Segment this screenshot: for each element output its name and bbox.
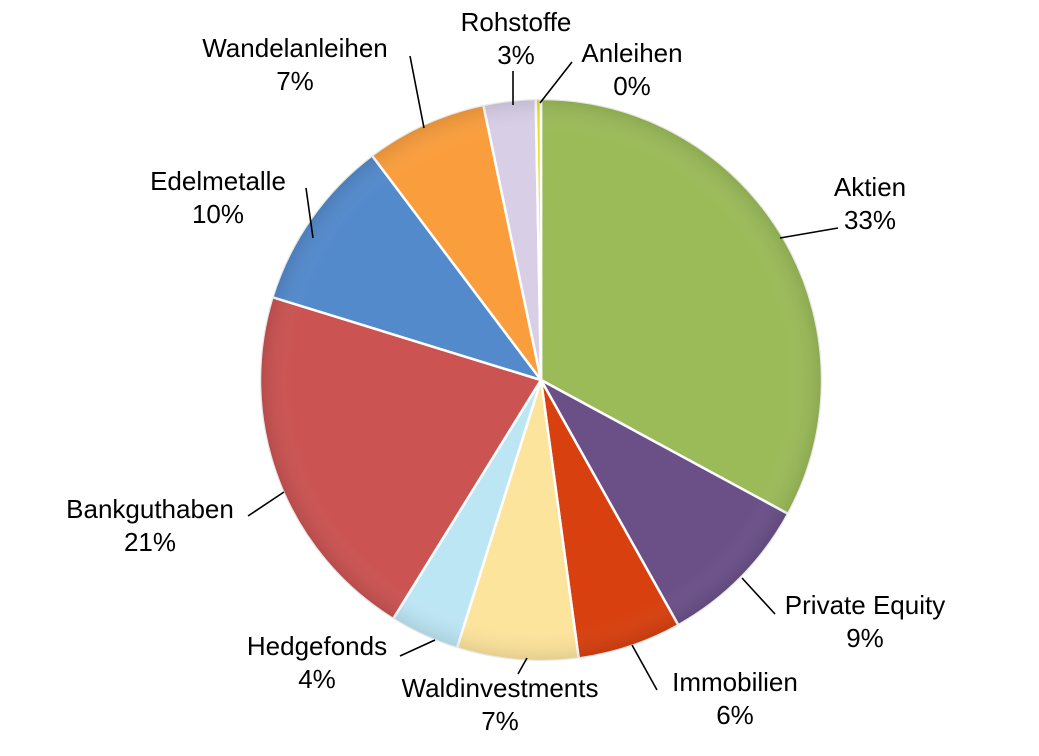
slice-label-anleihen: Anleihen: [581, 38, 682, 68]
leader-line-aktien: [779, 227, 839, 239]
pie-slices: [258, 97, 824, 663]
slice-label-rohstoffe: Rohstoffe: [461, 7, 572, 37]
leader-line-anleihen: [539, 61, 573, 104]
slice-percent-hedgefonds: 4%: [298, 664, 336, 694]
slice-percent-edelmetalle: 10%: [192, 199, 244, 229]
leader-line-immobilien: [631, 644, 658, 691]
slice-label-edelmetalle: Edelmetalle: [150, 166, 286, 196]
slice-percent-immobilien: 6%: [716, 700, 754, 730]
slice-label-immobilien: Immobilien: [672, 667, 798, 697]
slice-percent-rohstoffe: 3%: [497, 40, 535, 70]
slice-label-hedgefonds: Hedgefonds: [247, 631, 387, 661]
leader-line-wandelanleihen: [409, 55, 425, 129]
slice-percent-anleihen: 0%: [613, 71, 651, 101]
slice-percent-aktien: 33%: [844, 205, 896, 235]
leader-line-private-equity: [741, 577, 776, 615]
slice-label-waldinvestments: Waldinvestments: [402, 673, 599, 703]
slice-percent-private-equity: 9%: [846, 623, 884, 653]
slice-label-aktien: Aktien: [834, 172, 906, 202]
leader-line-hedgefonds: [399, 639, 436, 657]
leader-lines: [247, 55, 839, 691]
slice-percent-wandelanleihen: 7%: [276, 66, 314, 96]
slice-label-wandelanleihen: Wandelanleihen: [202, 33, 388, 63]
slice-percent-waldinvestments: 7%: [481, 706, 519, 736]
leader-line-edelmetalle: [305, 187, 314, 239]
leader-line-waldinvestments: [517, 657, 528, 675]
slice-percent-bankguthaben: 21%: [124, 527, 176, 557]
slice-label-bankguthaben: Bankguthaben: [66, 494, 234, 524]
leader-line-bankguthaben: [247, 491, 285, 517]
slice-label-private-equity: Private Equity: [785, 590, 945, 620]
